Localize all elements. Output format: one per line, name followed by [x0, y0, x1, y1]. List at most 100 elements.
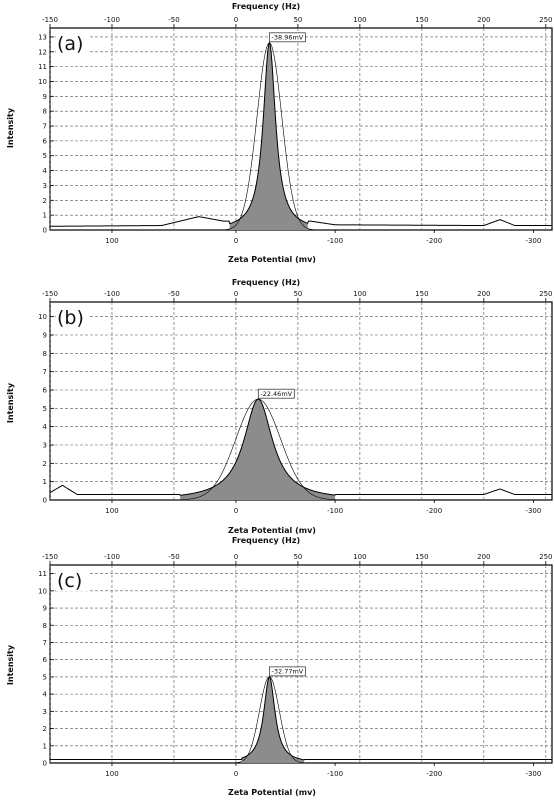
panel-b-freq-tick-label--150: -150: [42, 290, 58, 298]
panel-a-ytick-label-11: 11: [38, 63, 47, 71]
panel-b-peak-label-box: [257, 388, 295, 399]
panel-c-ytick-label-8: 8: [43, 622, 47, 630]
panel-c-zeta-tick-label--300: -300: [525, 770, 541, 778]
panel-a-peak-fill: [229, 42, 308, 230]
panel-c-peak-fill: [242, 676, 305, 763]
panel-b-ytick-label-9: 9: [43, 332, 47, 340]
panel-a-freq-tick-label--150: -150: [42, 16, 58, 24]
panel-a-zeta-tick-label--100: -100: [327, 237, 343, 245]
panel-b-ytick-label-6: 6: [43, 387, 48, 395]
panel-b-ytick-label-4: 4: [43, 423, 48, 431]
panel-a-tag-bg: [56, 30, 88, 54]
panel-c-tag: (c): [57, 570, 82, 592]
panel-b-zeta-tick-label--100: -100: [327, 507, 343, 515]
panel-a-freq-tick-label-150: 150: [415, 16, 428, 24]
panel-a-ytick-label-12: 12: [38, 48, 47, 56]
panel-b-fit-curve: [180, 398, 337, 501]
panel-b-freq-tick-label--100: -100: [104, 290, 120, 298]
panel-b-intensity-title: Intensity: [6, 382, 15, 423]
panel-a-freq-tick-label--100: -100: [104, 16, 120, 24]
panel-b-ytick-label-3: 3: [43, 442, 47, 450]
panel-c-tag-bg: [56, 567, 88, 591]
panel-c-freq-tick-label-50: 50: [293, 553, 302, 561]
panel-a-ytick-label-6: 6: [43, 137, 48, 145]
panel-b-zeta-tick-label-100: 100: [105, 507, 118, 515]
panel-c-ytick-label-3: 3: [43, 708, 47, 716]
panel-a-ytick-label-3: 3: [43, 182, 47, 190]
panel-c-ytick-label-2: 2: [43, 725, 47, 733]
panel-a-zeta-tick-label-0: 0: [234, 237, 238, 245]
panel-a-freq-tick-label-0: 0: [234, 16, 238, 24]
panel-b: Frequency (Hz) Zeta Potential (mv) Inten…: [6, 278, 553, 535]
panel-a-data-line: [49, 41, 552, 227]
panel-a-fit-curve: [225, 42, 313, 230]
panel-c-zeta-tick-label-0: 0: [234, 770, 238, 778]
panel-c-zeta-tick-label-100: 100: [105, 770, 118, 778]
panel-b-ytick-label-1: 1: [43, 478, 47, 486]
panel-a-freq-tick-label-250: 250: [539, 16, 552, 24]
panel-a-peak-label-box: [269, 32, 306, 43]
panel-c-ytick-label-9: 9: [43, 605, 47, 613]
panel-a-tag: (a): [57, 33, 83, 55]
panel-a-zeta-tick-label--300: -300: [525, 237, 541, 245]
panel-a-ytick-label-4: 4: [43, 167, 48, 175]
panel-c-freq-tick-label--100: -100: [104, 553, 120, 561]
panel-a-intensity-title: Intensity: [6, 107, 15, 148]
panel-c-fit-curve: [234, 676, 305, 764]
panel-b-zeta-tick-label--200: -200: [426, 507, 442, 515]
panel-a-ytick-label-0: 0: [43, 227, 47, 235]
panel-a-frame: [49, 27, 553, 231]
panel-c-freq-tick-label--150: -150: [42, 553, 58, 561]
panel-b-zeta-tick-label--300: -300: [525, 507, 541, 515]
panel-a-ytick-label-8: 8: [43, 108, 47, 116]
panel-a-ytick-label-10: 10: [38, 78, 47, 86]
panel-a-ytick-label-13: 13: [38, 33, 47, 41]
panel-c-freq-tick-label-250: 250: [539, 553, 552, 561]
panel-c-ytick-label-10: 10: [38, 587, 47, 595]
panel-c: Frequency (Hz) Zeta Potential (mv) Inten…: [6, 536, 553, 797]
panel-a-ytick-label-2: 2: [43, 197, 47, 205]
panel-a-ytick-label-7: 7: [43, 123, 47, 131]
panel-c-ytick-label-7: 7: [43, 639, 47, 647]
panel-b-tag-bg: [56, 304, 88, 328]
panel-b-ytick-label-5: 5: [43, 405, 47, 413]
panel-c-peak-label: -32.77mV: [272, 668, 304, 676]
panel-b-freq-tick-label-50: 50: [293, 290, 302, 298]
panel-c-zeta-tick-label--200: -200: [426, 770, 442, 778]
panel-b-freq-tick-label-250: 250: [539, 290, 552, 298]
panel-c-zeta-title: Zeta Potential (mv): [228, 788, 316, 797]
panel-c-ytick-label-4: 4: [43, 691, 48, 699]
panel-c-ytick-label-11: 11: [38, 570, 47, 578]
panel-a-zeta-tick-label-100: 100: [105, 237, 118, 245]
panel-b-freq-tick-label-150: 150: [415, 290, 428, 298]
panel-c-zeta-tick-label--100: -100: [327, 770, 343, 778]
panel-b-ytick-label-2: 2: [43, 460, 47, 468]
panel-b-data-line: [49, 398, 552, 496]
panel-c-frame: [49, 564, 553, 764]
panel-c-data-line: [50, 676, 552, 761]
panel-a-frequency-title: Frequency (Hz): [232, 2, 300, 11]
panel-a-freq-tick-label-100: 100: [353, 16, 366, 24]
panel-b-freq-tick-label-0: 0: [234, 290, 238, 298]
panel-a-ytick-label-5: 5: [43, 152, 47, 160]
panel-c-freq-tick-label-0: 0: [234, 553, 238, 561]
panel-b-peak-fill: [180, 399, 336, 500]
panel-c-ytick-label-6: 6: [43, 656, 48, 664]
panel-a-ytick-label-9: 9: [43, 93, 47, 101]
panel-c-ytick-label-0: 0: [43, 760, 47, 768]
panel-b-peak-label: -22.46mV: [260, 390, 292, 398]
panel-a-zeta-tick-label--200: -200: [426, 237, 442, 245]
panel-c-freq-tick-label--50: -50: [168, 553, 179, 561]
panel-a-freq-tick-label-50: 50: [293, 16, 302, 24]
panel-b-ytick-label-7: 7: [43, 368, 47, 376]
panel-b-freq-tick-label-100: 100: [353, 290, 366, 298]
panel-a-peak-label: -38.96mV: [272, 34, 304, 42]
panel-b-freq-tick-label-200: 200: [477, 290, 490, 298]
panel-a-zeta-title: Zeta Potential (mv): [228, 255, 316, 264]
panel-b-tag: (b): [57, 307, 84, 329]
panel-a-freq-tick-label-200: 200: [477, 16, 490, 24]
panel-b-zeta-tick-label-0: 0: [234, 507, 238, 515]
panel-c-ytick-label-5: 5: [43, 673, 47, 681]
panel-c-intensity-title: Intensity: [6, 644, 15, 685]
